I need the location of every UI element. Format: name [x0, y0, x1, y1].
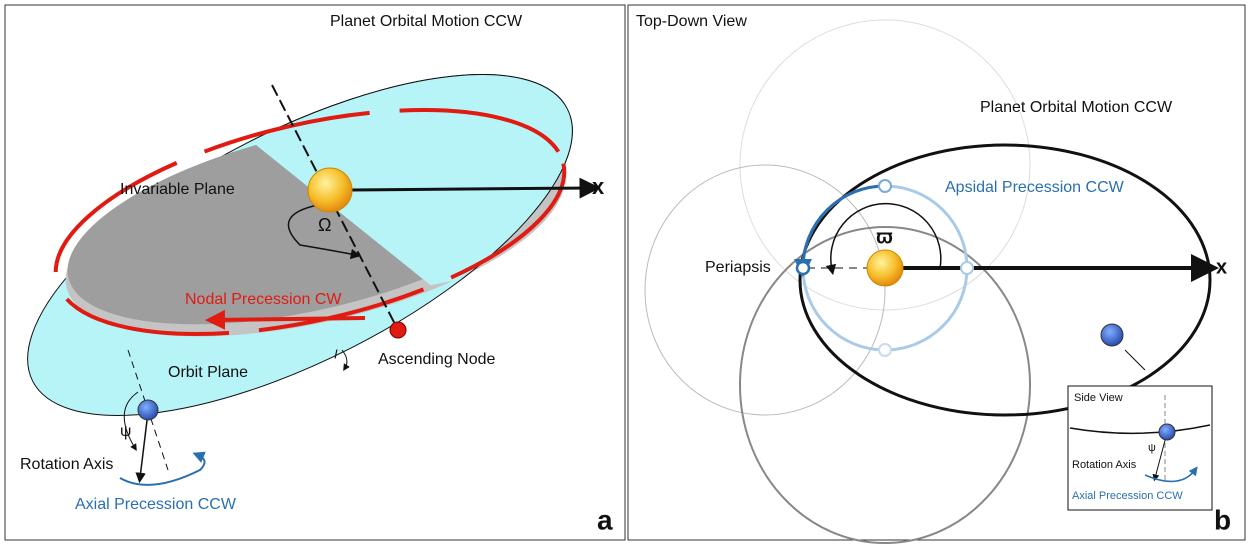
x-axis	[350, 188, 590, 190]
past-periapsis	[879, 180, 891, 192]
label: Nodal Precession CW	[185, 291, 342, 308]
inset-planet	[1159, 424, 1175, 440]
label: I	[334, 346, 338, 361]
past-orbit	[645, 165, 885, 415]
label: x	[1216, 256, 1227, 278]
label: Side View	[1074, 392, 1123, 404]
sun	[867, 250, 903, 286]
nodal-arrow	[215, 318, 365, 320]
planet	[138, 400, 158, 420]
sun	[308, 168, 352, 212]
label: Axial Precession CCW	[75, 496, 237, 513]
past-periapsis	[879, 344, 891, 356]
figure: Planet Orbital Motion CCW Invariable Pla…	[0, 0, 1250, 545]
label: Planet Orbital Motion CCW	[980, 99, 1173, 116]
label: Orbit Plane	[168, 364, 248, 381]
inset-pointer	[1125, 350, 1145, 370]
label: Periapsis	[705, 259, 771, 276]
label: Top-Down View	[636, 13, 747, 30]
panel-label: b	[1214, 504, 1231, 535]
label: x	[592, 174, 605, 199]
label: Apsidal Precession CCW	[945, 179, 1125, 196]
label: Rotation Axis	[20, 456, 113, 473]
label: ψ	[120, 423, 131, 440]
label: Ω	[318, 215, 331, 235]
ascending-node	[390, 322, 406, 338]
panel-label: a	[597, 504, 613, 535]
label: Ascending Node	[378, 351, 496, 368]
axial-precession-arc	[120, 455, 205, 485]
label: Invariable Plane	[120, 181, 235, 198]
label: Axial Precession CCW	[1072, 490, 1183, 502]
past-periapsis	[961, 262, 973, 274]
label: ψ	[1148, 442, 1156, 454]
planet	[1101, 324, 1123, 346]
rotation-axis-arrow	[140, 412, 148, 478]
label: Rotation Axis	[1072, 459, 1137, 471]
periapsis-point	[797, 262, 809, 274]
label: ϖ	[876, 226, 893, 248]
label: Planet Orbital Motion CCW	[330, 13, 523, 30]
